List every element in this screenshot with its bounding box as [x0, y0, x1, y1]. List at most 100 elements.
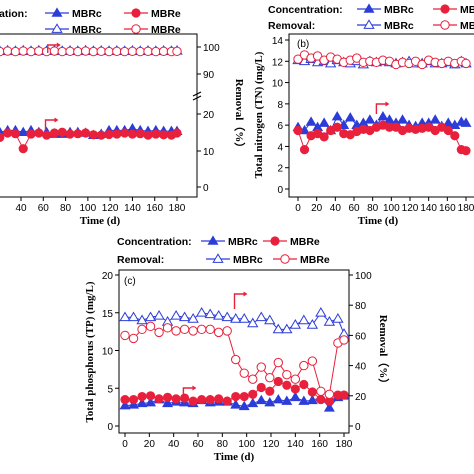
- panel-c-mbrc-concentration-point: [289, 391, 301, 402]
- panel-b-mbre-concentration-point: [293, 125, 303, 136]
- panel-c-mbrc-concentration-point: [238, 400, 250, 411]
- panel-c-mbre-removal-point: [299, 360, 309, 371]
- panel-c-legend-mbrc-rem-marker: [212, 253, 224, 263]
- panel-c-mbre-removal-point: [256, 362, 266, 372]
- panel-b-mbre-removal-point: [352, 53, 362, 63]
- panel-c-mbrc-concentration-point: [230, 399, 242, 409]
- panel-c-legend-mbrc-conc-marker: [207, 235, 219, 245]
- panel-b-legend-mbrc-rem-label: MBRc: [384, 20, 414, 32]
- panel-a-mbre-concentration-point: [159, 130, 169, 140]
- panel-c-mbre-removal-point: [339, 335, 349, 345]
- panel-c-mbrc-removal-point: [195, 306, 208, 317]
- panel-c-mbre-concentration-point: [256, 382, 266, 393]
- panel-c-mbre-removal-point: [307, 356, 318, 366]
- panel-c-mbrc-concentration-point: [272, 393, 284, 404]
- panel-b-y-tick-label: 2: [277, 164, 283, 175]
- panel-c-mbre-removal-point: [316, 386, 326, 396]
- panel-a-x-tick-label: 80: [60, 203, 72, 214]
- panel-a-mbre-concentration-point: [57, 127, 67, 137]
- panel-c-legend-mbrc-conc-label: MBRc: [228, 236, 258, 248]
- panel-c-mbre-removal-point: [248, 374, 258, 384]
- panel-a-mbre-removal-point: [57, 46, 67, 57]
- panel-a-x-tick-label: 120: [102, 203, 119, 214]
- panel-a-legend-mbrc-conc-marker: [51, 7, 63, 17]
- panel-a-mbre-removal-point: [151, 46, 161, 57]
- panel-a-mbre-removal-point: [26, 46, 36, 57]
- panel-b-mbre-concentration-point: [319, 132, 329, 142]
- panel-b-y-tick-label: 10: [272, 79, 284, 90]
- panel-a-right-tick-label: 20: [203, 110, 215, 121]
- panel-c-y-left-axis-title: Total phosphorus (TP) (mg/L): [84, 281, 96, 422]
- panel-c-x-tick-label: 180: [336, 439, 353, 450]
- panel-a-right-tick-label: 100: [203, 43, 220, 54]
- panel-c-y-right-tick-label: 100: [355, 271, 372, 282]
- panel-c-mbrc-removal-point: [144, 311, 157, 322]
- panel-c-mbrc-removal-point: [204, 308, 216, 319]
- panel-a-mbre-concentration-point: [65, 129, 75, 139]
- panel-b-x-tick-label: 140: [420, 203, 437, 214]
- panel-b-mbre-concentration-point: [332, 122, 342, 132]
- panel-b-legend-mbre-conc-marker: [440, 4, 450, 14]
- panel-b-x-tick-label: 160: [439, 203, 456, 214]
- panel-b-mbre-concentration-point: [299, 145, 310, 155]
- panel-b-x-tick-label: 120: [402, 203, 419, 214]
- panel-a-mbre-concentration-point: [96, 130, 106, 140]
- panel-c-mbre-concentration-point: [205, 394, 215, 405]
- panel-c-mbre-concentration-point: [162, 392, 173, 402]
- panel-c-mbre-removal-point: [290, 374, 301, 384]
- panel-c-y-left-tick-label: 15: [102, 309, 114, 320]
- panel-a-mbre-concentration-point: [18, 144, 28, 154]
- panel-c-mbrc-concentration-point: [119, 400, 131, 410]
- panel-b-legend-concentration: Concentration:: [268, 4, 343, 16]
- panel-b-mbrc-concentration-point: [429, 114, 441, 124]
- panel-c-mbrc-removal-point: [289, 319, 302, 329]
- panel-c-mbrc-removal-point: [221, 311, 233, 322]
- panel-a-mbre-removal-point: [172, 46, 182, 57]
- panel-b-mbrc-concentration-point: [460, 117, 472, 127]
- panel-a-legend-mbre-rem-marker: [131, 24, 141, 34]
- panel-c-x-tick-label: 100: [238, 439, 255, 450]
- panel-a-mbre-removal-point: [18, 46, 28, 56]
- panel-b-x-tick-label: 20: [311, 203, 323, 214]
- panel-b-legend-mbrc-rem-marker: [363, 19, 375, 29]
- panel-a-x-tick-label: 180: [169, 203, 186, 214]
- panel-b-x-tick-label: 80: [367, 203, 379, 214]
- panel-c-mbre-removal-point: [273, 357, 283, 368]
- panel-b-legend-removal: Removal:: [268, 20, 315, 32]
- panel-a-axis-break: [192, 91, 202, 97]
- panel-b-mbrc-concentration-point: [364, 114, 376, 124]
- panel-a-legend-concentration: ation:: [0, 8, 28, 20]
- panel-c-mbre-concentration-point: [197, 394, 207, 405]
- panel-c-mbrc-removal-point: [213, 309, 225, 320]
- panel-a-mbre-removal-point: [127, 46, 138, 57]
- panel-c-label: (c): [124, 276, 136, 287]
- panel-b-legend-mbrc-conc-label: MBRc: [384, 4, 414, 16]
- panel-c-x-tick-label: 20: [144, 439, 156, 450]
- panel-a-mbre-removal-point: [96, 46, 106, 57]
- panel-b-y-tick-label: 0: [277, 185, 283, 196]
- panel-c-x-tick-label: 120: [263, 439, 280, 450]
- panel-b-x-tick-label: 60: [348, 203, 360, 214]
- panel-a-right-axis-title: Removal（%）: [233, 79, 246, 154]
- panel-c-mbre-concentration-point: [188, 396, 198, 406]
- panel-a-mbre-concentration-point: [3, 128, 13, 138]
- panel-a-mbre-removal-point: [49, 46, 60, 56]
- panel-c-y-right-tick-label: 60: [355, 331, 367, 342]
- panel-c-mbre-removal-point: [282, 369, 292, 380]
- panel-c-mbre-removal-point: [231, 354, 241, 365]
- panel-c-mbrc-removal-point: [119, 311, 131, 322]
- panel-c-mbre-concentration-point: [154, 394, 164, 404]
- panel-c-mbrc-removal-point: [127, 311, 140, 322]
- panel-b-x-axis-title: Time (d): [358, 215, 399, 227]
- panel-b-mbrc-concentration-point: [318, 117, 330, 127]
- panel-a-mbre-removal-point: [104, 46, 114, 57]
- panel-a-mbre-concentration-point: [81, 128, 91, 138]
- panel-b-mbre-concentration-point: [450, 131, 460, 141]
- panel-a-mbre-removal-point: [119, 46, 130, 57]
- panel-c-mbrc-concentration-point: [298, 395, 310, 405]
- panel-c-mbrc-concentration-point: [306, 394, 318, 405]
- panel-a-process-flag-head: [56, 42, 61, 48]
- panel-c-x-tick-label: 80: [217, 439, 229, 450]
- panel-a-x-tick-label: 60: [38, 203, 50, 214]
